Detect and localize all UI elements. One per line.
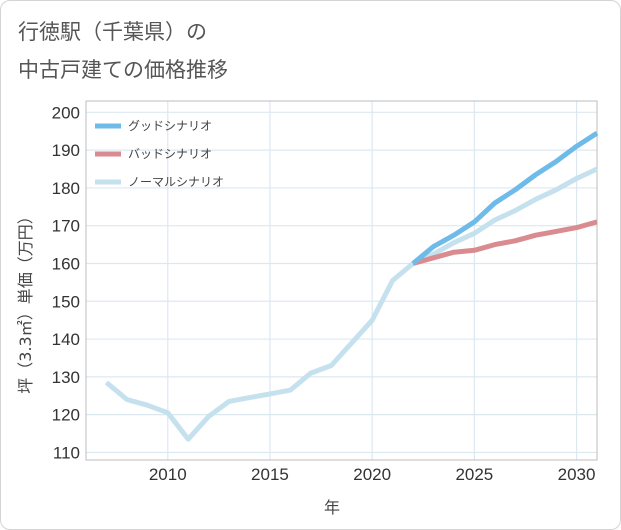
- y-tick-label: 140: [52, 330, 80, 349]
- chart-title-line1: 行徳駅（千葉県）の: [18, 20, 207, 44]
- y-axis-ticks: 110 120 130 140 150 160 170 180 190 200: [52, 103, 80, 462]
- series-line-good: [411, 131, 599, 266]
- y-tick-label: 120: [52, 406, 80, 425]
- legend-label-good: グッドシナリオ: [128, 119, 212, 133]
- x-tick-label: 2025: [455, 465, 493, 484]
- y-tick-label: 150: [52, 292, 80, 311]
- x-tick-label: 2010: [149, 465, 187, 484]
- series-line-normal: [104, 166, 599, 442]
- y-tick-label: 200: [52, 103, 80, 122]
- plot-area: [85, 100, 598, 461]
- x-tick-label: 2020: [353, 465, 391, 484]
- series-line-bad: [412, 219, 598, 266]
- y-tick-label: 160: [52, 254, 80, 273]
- x-axis-title: 年: [324, 498, 340, 517]
- y-tick-label: 190: [52, 141, 80, 160]
- series-lines: [104, 131, 599, 442]
- x-tick-label: 2030: [558, 465, 596, 484]
- chart-title-line2: 中古戸建ての価格推移: [18, 58, 228, 82]
- y-tick-label: 170: [52, 217, 80, 236]
- legend-label-bad: バッドシナリオ: [128, 147, 212, 161]
- x-tick-label: 2015: [251, 465, 289, 484]
- y-tick-label: 130: [52, 368, 80, 387]
- y-tick-label: 110: [53, 443, 80, 462]
- y-tick-label: 180: [52, 179, 80, 198]
- y-axis-title: 坪（3.3㎡）単価（万円）: [16, 208, 35, 393]
- x-axis-ticks: 2010 2015 2020 2025 2030: [149, 465, 596, 484]
- legend-label-normal: ノーマルシナリオ: [128, 175, 224, 189]
